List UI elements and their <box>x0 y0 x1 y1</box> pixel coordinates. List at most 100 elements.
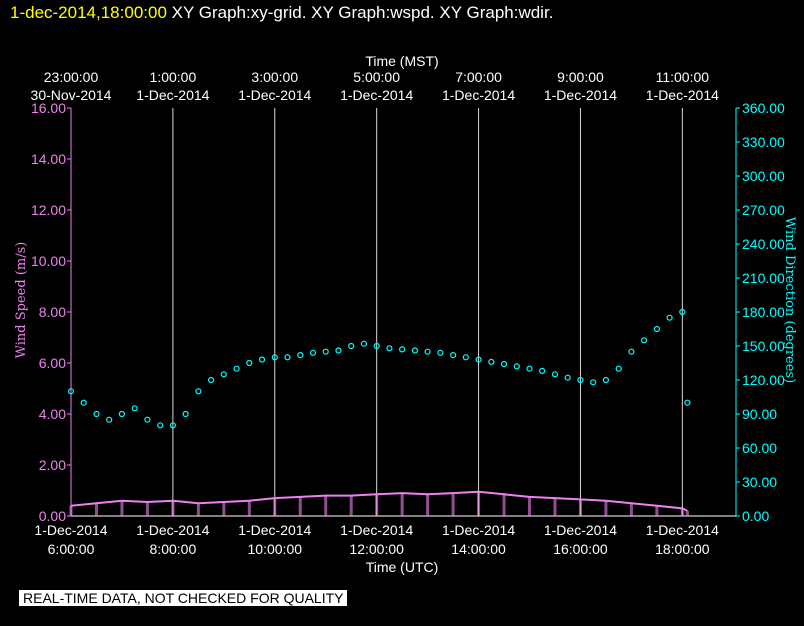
wind-speed-point <box>171 500 175 516</box>
left-tick-label: 8.00 <box>39 304 66 320</box>
graph-name-xy-grid: XY Graph:xy-grid. <box>171 3 307 22</box>
wind-direction-point <box>144 416 151 423</box>
bottom-tick-time: 16:00:00 <box>553 541 608 557</box>
right-tick-label: 270.00 <box>742 202 785 218</box>
wind-speed-point <box>477 491 481 516</box>
wind-direction-point <box>526 365 533 372</box>
wind-direction-point <box>551 371 559 378</box>
wind-direction-point <box>195 388 202 395</box>
wind-speed-point <box>685 510 689 516</box>
wind-direction-point <box>309 349 317 356</box>
bottom-tick-date: 1-Dec-2014 <box>34 522 107 538</box>
bottom-tick-date: 1-Dec-2014 <box>136 522 209 538</box>
right-tick-label: 330.00 <box>742 134 785 150</box>
top-tick-date: 1-Dec-2014 <box>340 87 413 103</box>
top-tick-date: 30-Nov-2014 <box>31 87 112 103</box>
graph-name-wspd: XY Graph:wspd. <box>311 3 435 22</box>
wind-speed-point <box>145 501 149 516</box>
grid-lines <box>70 108 683 516</box>
wind-direction-point <box>118 410 126 418</box>
top-axis-title: Time (MST) <box>365 53 438 69</box>
top-tick-time: 3:00:00 <box>251 69 298 85</box>
wind-direction-point <box>590 379 597 386</box>
wind-speed-point <box>120 500 124 516</box>
wind-speed-point <box>578 499 582 516</box>
wind-speed-point <box>502 494 506 516</box>
top-tick-date: 1-Dec-2014 <box>646 87 719 103</box>
left-tick-label: 0.00 <box>39 508 66 524</box>
top-tick-date: 1-Dec-2014 <box>136 87 209 103</box>
wind-direction-point <box>258 356 266 363</box>
wind-direction-point <box>450 352 457 359</box>
wind-speed-point <box>375 494 379 516</box>
right-tick-label: 90.00 <box>742 406 777 422</box>
wind-direction-point <box>157 422 164 429</box>
wind-direction-point <box>67 388 75 395</box>
wind-direction-point <box>322 348 329 355</box>
wind-direction-point <box>602 376 610 384</box>
wind-direction-point <box>462 354 469 361</box>
top-tick-time: 7:00:00 <box>455 69 502 85</box>
bottom-tick-date: 1-Dec-2014 <box>238 522 311 538</box>
wind-direction-point <box>80 399 87 406</box>
graph-name-wdir: XY Graph:wdir. <box>439 3 554 22</box>
wind-direction-point <box>679 308 686 316</box>
wind-direction-point <box>335 347 342 354</box>
left-tick-label: 16.00 <box>31 100 66 116</box>
top-tick-date: 1-Dec-2014 <box>238 87 311 103</box>
wind-speed-point <box>94 503 98 516</box>
wind-speed-point <box>553 498 557 516</box>
left-tick-label: 14.00 <box>31 151 66 167</box>
wind-speed-point <box>298 496 302 516</box>
wind-direction-point <box>437 349 444 356</box>
right-tick-label: 300.00 <box>742 168 785 184</box>
wind-direction-point <box>386 345 393 352</box>
wind-direction-point <box>564 374 571 381</box>
bottom-tick-date: 1-Dec-2014 <box>646 522 719 538</box>
wind-speed-point <box>655 505 659 516</box>
series-layer <box>67 308 691 516</box>
wind-direction-point <box>615 365 622 372</box>
wind-direction-point <box>271 354 278 361</box>
top-tick-time: 9:00:00 <box>557 69 604 85</box>
wind-direction-point <box>666 314 673 321</box>
chart-header: 1-dec-2014,18:00:00 XY Graph:xy-grid. XY… <box>10 3 553 23</box>
top-tick-date: 1-Dec-2014 <box>544 87 617 103</box>
right-tick-label: 60.00 <box>742 440 777 456</box>
bottom-tick-date: 1-Dec-2014 <box>544 522 617 538</box>
right-tick-label: 360.00 <box>742 100 785 116</box>
wind-speed-point <box>247 500 251 516</box>
bottom-tick-date: 1-Dec-2014 <box>442 522 515 538</box>
right-tick-label: 240.00 <box>742 236 785 252</box>
wind-speed-point <box>451 493 455 516</box>
wind-direction-point <box>411 347 418 354</box>
bottom-tick-time: 8:00:00 <box>150 541 197 557</box>
wind-direction-point <box>220 371 227 378</box>
wind-direction-point <box>500 361 508 368</box>
wind-direction-point <box>513 363 520 370</box>
wind-speed-point <box>426 494 430 516</box>
top-tick-date: 1-Dec-2014 <box>442 87 515 103</box>
wind-speed-point <box>196 503 200 516</box>
right-axis-title: Wind Direction (degrees) <box>782 217 797 383</box>
right-tick-label: 0.00 <box>742 508 769 524</box>
top-tick-time: 1:00:00 <box>150 69 197 85</box>
left-axis-title: Wind Speed (m/s) <box>14 242 29 359</box>
wind-speed-point <box>222 501 226 516</box>
wind-direction-point <box>640 337 648 344</box>
quality-notice: REAL-TIME DATA, NOT CHECKED FOR QUALITY <box>19 590 348 606</box>
left-tick-label: 12.00 <box>31 202 66 218</box>
right-tick-label: 180.00 <box>742 304 785 320</box>
bottom-tick-time: 14:00:00 <box>451 541 506 557</box>
wind-speed-point <box>69 505 73 516</box>
wind-direction-point <box>182 410 189 418</box>
wind-direction-point <box>488 358 495 365</box>
left-tick-label: 4.00 <box>39 406 66 422</box>
timestamp: 1-dec-2014,18:00:00 <box>10 3 167 22</box>
right-tick-label: 30.00 <box>742 474 777 490</box>
bottom-tick-time: 12:00:00 <box>349 541 404 557</box>
bottom-tick-date: 1-Dec-2014 <box>340 522 413 538</box>
wind-direction-point <box>246 359 253 367</box>
wind-direction-point <box>653 325 661 333</box>
